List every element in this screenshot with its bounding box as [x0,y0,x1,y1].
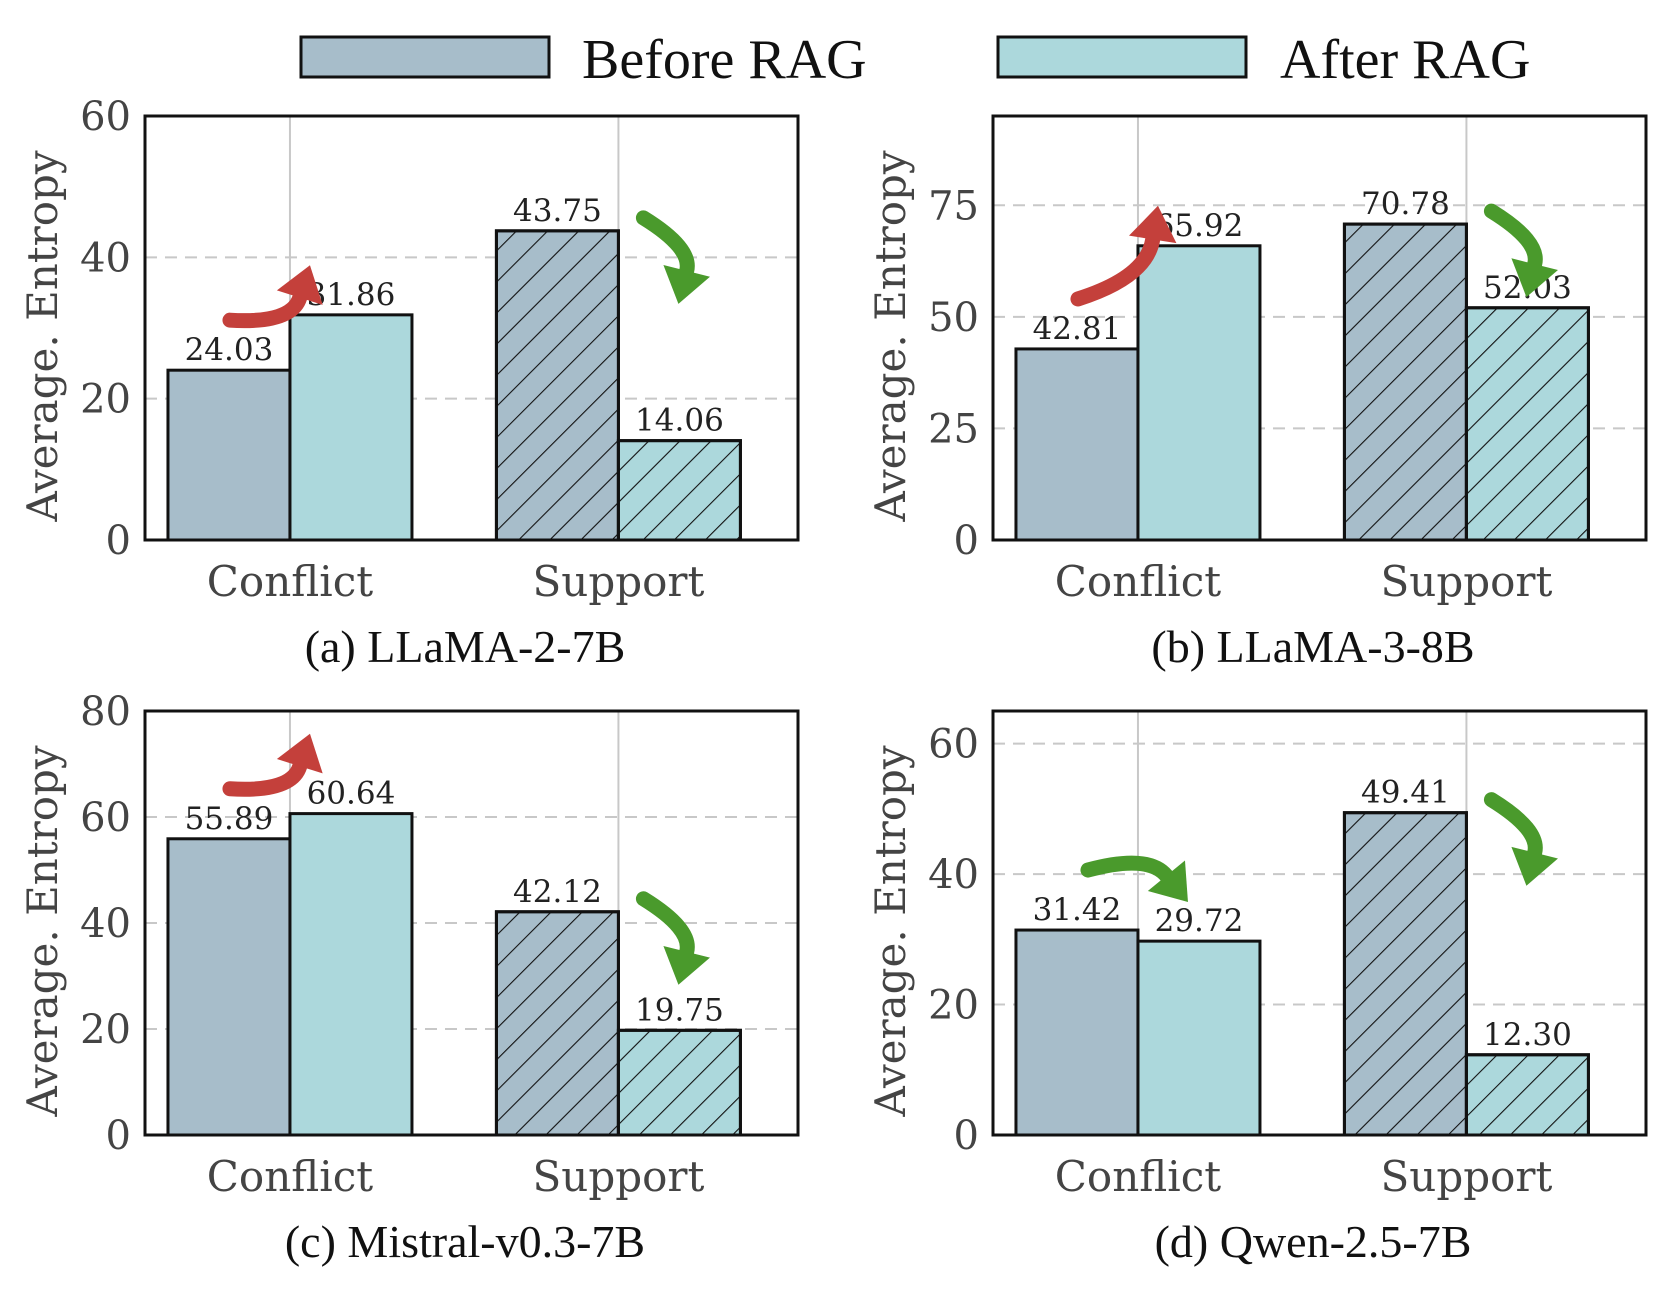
y-tick-c-0: 0 [106,1113,131,1159]
data-label-d-support-before: 49.41 [1361,775,1450,811]
bar-hatch-d-after [1464,1053,1590,1137]
bar-hatch-c-after [616,1028,742,1137]
bar-hatch-a-after [616,439,742,542]
data-label-d-conflict-after: 29.72 [1155,903,1244,939]
arrow-c-support-head [663,945,710,985]
y-tick-d-2: 40 [928,852,979,898]
x-tick-a-support: Support [533,557,705,606]
y-tick-a-1: 20 [80,377,131,423]
plot-frame-c [143,709,800,1137]
panel-c: 55.89 60.64 Conflict 42.12 19.75 Support 0 20 40… [18,689,800,1201]
bar-b-conflict-after [1136,244,1262,542]
arrow-d-conflict-shaft [1080,855,1174,884]
arrow-d-support-head [1511,846,1558,886]
plot-frame-d [991,709,1648,1137]
arrow-b-conflict-shaft [1070,231,1161,307]
data-label-c-conflict-before: 55.89 [185,801,274,837]
bar-d-conflict-after [1136,939,1262,1137]
y-tick-a-3: 60 [80,94,131,140]
y-axis-label-c: Average. Entropy [18,745,67,1118]
arrow-c-support-shaft [635,891,695,960]
bar-hatch-b-before [1342,222,1468,542]
data-label-b-conflict-before: 42.81 [1033,311,1122,347]
arrow-a-support-shaft [635,210,695,279]
arrow-d-conflict-head [1147,860,1188,903]
legend-swatch-before [299,35,551,79]
bar-a-conflict-before [166,368,292,542]
arrow-a-support-head [663,265,710,304]
data-label-d-conflict-before: 31.42 [1033,892,1122,928]
y-tick-c-1: 20 [80,1007,131,1053]
x-tick-d-conflict: Conflict [1055,1152,1221,1201]
data-label-c-support-after: 19.75 [635,992,724,1028]
panel-b: 42.8165.92Conflict70.7852.03Support02550… [866,114,1648,606]
legend: Before RAG After RAG [299,29,1530,91]
y-tick-d-1: 20 [928,983,979,1029]
bar-c-conflict-after [288,812,414,1137]
caption-a: (a) LLaMA-2-7B [305,621,626,672]
bar-d-conflict-before [1014,928,1140,1137]
bar-a-conflict-after [288,313,414,542]
caption-c: (c) Mistral-v0.3-7B [285,1216,645,1267]
legend-label-after: After RAG [1280,29,1530,91]
y-tick-c-2: 40 [80,901,131,947]
panel-a: 24.03 31.86 Conflict 43.75 14.06 Support 0 20 40… [18,94,800,606]
arrow-b-conflict-head [1128,205,1177,244]
arrow-c-conflict-shaft [222,758,308,797]
arrow-c-conflict-head [276,733,323,774]
bar-hatch-a-before [494,229,620,542]
caption-d: (d) Qwen-2.5-7B [1155,1216,1472,1267]
bar-hatch-c-before [494,910,620,1137]
data-label-c-support-before: 42.12 [513,874,602,910]
caption-b: (b) LLaMA-3-8B [1151,621,1474,672]
bar-hatch-d-before [1342,811,1468,1137]
x-tick-d-support: Support [1381,1152,1553,1201]
y-tick-a-2: 40 [80,235,131,281]
y-axis-label-b: Average. Entropy [866,150,915,523]
y-tick-b-0: 0 [954,518,979,564]
x-tick-b-conflict: Conflict [1055,557,1221,606]
data-label-a-conflict-before: 24.03 [185,332,274,368]
y-tick-c-4: 80 [80,689,131,735]
arrow-b-support-head [1511,258,1558,298]
plot-frame-a [143,114,800,542]
x-tick-c-conflict: Conflict [207,1152,373,1201]
bar-b-conflict-before [1014,347,1140,542]
x-tick-a-conflict: Conflict [207,557,373,606]
data-label-a-conflict-after: 31.86 [307,277,396,313]
data-label-b-support-before: 70.78 [1361,186,1450,222]
plot-frame-b [991,114,1648,542]
y-tick-d-0: 0 [954,1113,979,1159]
panel-d: 31.42 29.72 Conflict 49.41 12.30 Support 0 20 40… [866,709,1648,1201]
panels: 24.03 31.86 Conflict 43.75 14.06 Support 0 20 40… [18,94,1648,1201]
y-axis-label-d: Average. Entropy [866,745,915,1118]
data-label-a-support-before: 43.75 [513,193,602,229]
y-tick-a-0: 0 [106,518,131,564]
data-label-a-support-after: 14.06 [635,403,724,439]
data-label-c-conflict-after: 60.64 [307,776,396,812]
bar-c-conflict-before [166,837,292,1137]
arrow-b-support-shaft [1483,203,1543,272]
data-label-d-support-after: 12.30 [1483,1017,1572,1053]
x-tick-c-support: Support [533,1152,705,1201]
y-tick-b-1: 25 [928,406,979,452]
arrow-d-support-shaft [1483,792,1543,861]
legend-swatch-after [996,35,1248,79]
arrow-a-conflict-head [276,265,323,305]
y-tick-b-2: 50 [928,295,979,341]
legend-label-before: Before RAG [582,29,867,91]
x-tick-b-support: Support [1381,557,1553,606]
y-tick-d-3: 60 [928,722,979,768]
arrow-a-conflict-shaft [222,290,308,329]
bar-hatch-b-after [1464,306,1590,542]
y-tick-c-3: 60 [80,795,131,841]
y-tick-b-3: 75 [928,183,979,229]
y-axis-label-a: Average. Entropy [18,150,67,523]
